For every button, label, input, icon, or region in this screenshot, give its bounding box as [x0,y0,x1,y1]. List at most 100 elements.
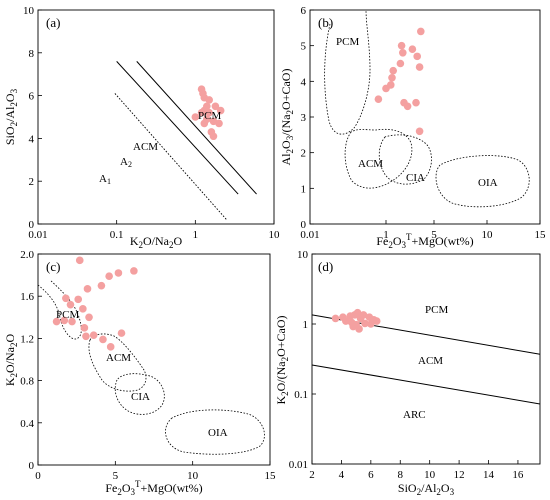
data-point [130,267,138,275]
data-point [347,318,356,327]
y-tick-label: 6 [29,91,35,103]
data-point [209,132,218,141]
panel-b-points [374,27,425,136]
y-tick-label: 10 [23,5,35,17]
data-point [417,27,425,36]
panel-c-xlabel: Fe2O3T+MgO(wt%) [105,479,202,497]
field-c-cia [114,373,165,415]
y-tick-label: 2.0 [20,249,34,261]
field-c-acm [88,333,147,392]
panel-d-points [331,308,381,333]
data-point [205,108,213,117]
x-tick-label: 16 [512,469,524,481]
annot-c-oia: OIA [208,427,228,439]
data-point [387,81,395,89]
boundary-line [116,61,239,195]
boundary-line [311,364,541,405]
data-point [359,311,368,319]
data-point [355,325,363,333]
x-tick-label: 14 [483,469,495,481]
data-point [197,108,206,117]
x-tick-label: 6 [368,469,374,481]
panel-d: 2 4 6 8 10 12 14 16 0.01 0.1 1 10 (d) PCM ACM ARC S… [274,249,541,497]
data-point [74,295,83,304]
data-point [361,319,369,328]
panel-c: 0 5 10 15 0 0.4 0.8 1.2 1.6 2.0 (c) PCM ACM CIA O… [3,249,276,497]
panel-a-ylabel: SiO2/Al2O3 [3,88,19,145]
y-tick-label: 4 [29,133,35,145]
annot-a-a2: A2 [120,156,132,169]
data-point [105,272,113,280]
x-tick-label: 4 [339,469,345,481]
y-tick-label: 8 [29,48,35,60]
data-point [117,329,126,337]
x-tick-label: 10 [269,229,281,241]
y-tick-label: 6 [301,5,307,17]
panel-c-fields [37,279,265,455]
panel-b-label: (b) [318,15,333,30]
data-point [399,49,407,57]
annot-d-acm: ACM [418,355,443,367]
data-point [215,119,223,128]
data-point [68,317,76,326]
annot-a-acm: ACM [133,141,158,153]
data-point [415,63,424,71]
data-point [79,305,87,313]
y-tick-label: 0.8 [20,376,34,388]
y-tick-label: 2 [29,176,35,188]
x-tick-label: 10 [482,229,494,241]
panel-a-boundary-lines [114,61,257,221]
data-point [408,45,417,54]
field-c-pcm [37,279,82,340]
data-point [331,314,340,323]
y-tick-label: 1 [301,183,307,195]
panel-b-ylabel: Al2O3/(Na2O+CaO) [279,69,295,166]
data-point [75,256,84,265]
panel-b-xlabel: Fe2O3T+MgO(wt%) [376,232,473,250]
annot-b-oia: OIA [478,177,498,189]
annot-b-acm: ACM [358,158,383,170]
x-tick-label: 15 [265,470,277,482]
data-point [80,324,89,332]
data-point [372,317,381,325]
y-tick-label: 1.2 [20,333,34,345]
panel-a-xlabel: K2O/Na2O [130,234,183,250]
data-point [191,113,200,121]
data-point [412,98,420,107]
x-tick-label: 10 [187,470,199,482]
panel-d-xlabel: SiO2/Al2O3 [398,481,455,497]
field-b-pcm [324,9,371,135]
panel-a-ticks: 0.01 0.1 1 10 0 2 4 6 8 10 [23,5,280,241]
y-tick-label: 0.01 [289,459,308,471]
data-point [99,335,107,344]
annot-d-pcm: PCM [425,304,448,316]
y-tick-label: 0.4 [20,418,34,430]
data-point [216,106,225,115]
panel-d-ticks: 2 4 6 8 10 12 14 16 0.01 0.1 1 10 [289,249,524,481]
annot-a-pcm: PCM [198,110,221,122]
data-point [114,269,123,277]
y-tick-label: 0 [301,219,307,231]
data-point [413,52,422,61]
data-point [85,313,93,322]
data-point [66,300,75,309]
data-point [60,316,69,325]
panel-b-fields [324,9,530,208]
data-point [389,66,398,75]
panel-a-points [191,85,225,141]
y-tick-label: 3 [301,112,307,124]
annot-c-pcm: PCM [56,309,79,321]
x-tick-label: 12 [454,469,465,481]
field-c-oia [165,409,265,455]
data-point [353,308,362,317]
y-tick-label: 5 [301,41,307,53]
panel-d-frame [311,253,541,465]
x-tick-label: 1 [383,229,389,241]
panel-d-label: (d) [318,259,333,274]
data-point [397,41,406,50]
data-point [374,95,383,103]
y-tick-label: 1.6 [20,291,34,303]
